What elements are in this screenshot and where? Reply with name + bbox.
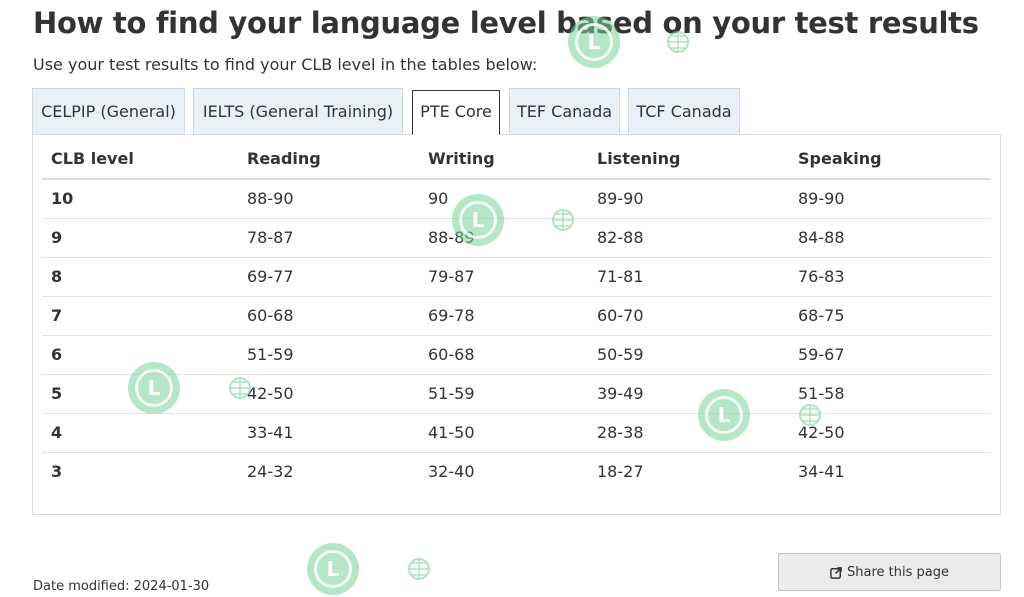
share-page-button[interactable]: Share this page xyxy=(778,553,1001,591)
table-row: 4 33-41 41-50 28-38 42-50 xyxy=(42,413,991,453)
table-row: 6 51-59 60-68 50-59 59-67 xyxy=(42,335,991,375)
clb-table: CLB level Reading Writing Listening Spea… xyxy=(42,139,991,491)
speaking-cell: 76-83 xyxy=(789,257,991,297)
listening-cell: 50-59 xyxy=(588,335,789,375)
tab-panel-pte-core: CLB level Reading Writing Listening Spea… xyxy=(32,134,1001,515)
page-title: How to find your language level based on… xyxy=(33,6,979,40)
listening-cell: 28-38 xyxy=(588,413,789,453)
clb-level-cell: 3 xyxy=(51,462,63,482)
table-row: 10 88-90 90 89-90 89-90 xyxy=(42,179,991,219)
table-row: 7 60-68 69-78 60-70 68-75 xyxy=(42,296,991,336)
test-tabs: CELPIP (General) IELTS (General Training… xyxy=(32,88,1001,135)
date-modified: Date modified: 2024-01-30 xyxy=(33,579,210,594)
writing-cell: 32-40 xyxy=(428,462,475,482)
listening-cell: 39-49 xyxy=(588,374,789,414)
tab-pte-core[interactable]: PTE Core xyxy=(412,90,500,135)
speaking-cell: 59-67 xyxy=(789,335,991,375)
reading-cell: 24-32 xyxy=(247,462,294,482)
table-row: 5 42-50 51-59 39-49 51-58 xyxy=(42,374,991,414)
reading-cell: 69-77 xyxy=(238,257,419,297)
clb-level-cell: 6 xyxy=(42,335,238,375)
reading-cell: 78-87 xyxy=(238,218,419,258)
reading-cell: 60-68 xyxy=(238,296,419,336)
writing-cell: 69-78 xyxy=(419,296,588,336)
table-row: 9 78-87 88-89 82-88 84-88 xyxy=(42,218,991,258)
reading-cell: 88-90 xyxy=(238,179,419,219)
speaking-cell: 68-75 xyxy=(789,296,991,336)
reading-cell: 33-41 xyxy=(238,413,419,453)
writing-cell: 88-89 xyxy=(419,218,588,258)
writing-cell: 41-50 xyxy=(419,413,588,453)
listening-cell: 89-90 xyxy=(588,179,789,219)
listening-cell: 60-70 xyxy=(588,296,789,336)
speaking-cell: 42-50 xyxy=(789,413,991,453)
listening-cell: 18-27 xyxy=(597,462,644,482)
tab-celpip[interactable]: CELPIP (General) xyxy=(32,88,185,135)
writing-cell: 90 xyxy=(419,179,588,219)
tab-tcf-canada[interactable]: TCF Canada xyxy=(628,88,740,135)
writing-cell: 51-59 xyxy=(419,374,588,414)
share-icon xyxy=(830,566,842,579)
table-row: 3 24-32 32-40 18-27 34-41 xyxy=(42,452,991,491)
table-header-row: CLB level Reading Writing Listening Spea… xyxy=(42,139,991,180)
speaking-cell: 34-41 xyxy=(798,462,845,482)
table-row: 8 69-77 79-87 71-81 76-83 xyxy=(42,257,991,297)
header-listening: Listening xyxy=(588,139,789,180)
clb-level-cell: 9 xyxy=(42,218,238,258)
clb-level-cell: 8 xyxy=(42,257,238,297)
reading-cell: 42-50 xyxy=(238,374,419,414)
clb-level-cell: 7 xyxy=(42,296,238,336)
tab-tef-canada[interactable]: TEF Canada xyxy=(509,88,620,135)
speaking-cell: 51-58 xyxy=(789,374,991,414)
share-page-label: Share this page xyxy=(847,564,949,580)
clb-level-cell: 10 xyxy=(42,179,238,219)
header-speaking: Speaking xyxy=(789,139,991,180)
speaking-cell: 84-88 xyxy=(789,218,991,258)
listening-cell: 82-88 xyxy=(588,218,789,258)
header-clb-level: CLB level xyxy=(42,139,238,180)
listening-cell: 71-81 xyxy=(588,257,789,297)
speaking-cell: 89-90 xyxy=(789,179,991,219)
clb-level-cell: 5 xyxy=(42,374,238,414)
page-intro: Use your test results to find your CLB l… xyxy=(33,55,538,74)
clb-level-cell: 4 xyxy=(42,413,238,453)
reading-cell: 51-59 xyxy=(238,335,419,375)
watermark-logo-icon: L xyxy=(307,543,359,595)
header-reading: Reading xyxy=(238,139,419,180)
header-writing: Writing xyxy=(419,139,588,180)
writing-cell: 60-68 xyxy=(419,335,588,375)
tab-ielts[interactable]: IELTS (General Training) xyxy=(193,88,403,135)
watermark-globe-icon xyxy=(408,558,430,580)
writing-cell: 79-87 xyxy=(419,257,588,297)
